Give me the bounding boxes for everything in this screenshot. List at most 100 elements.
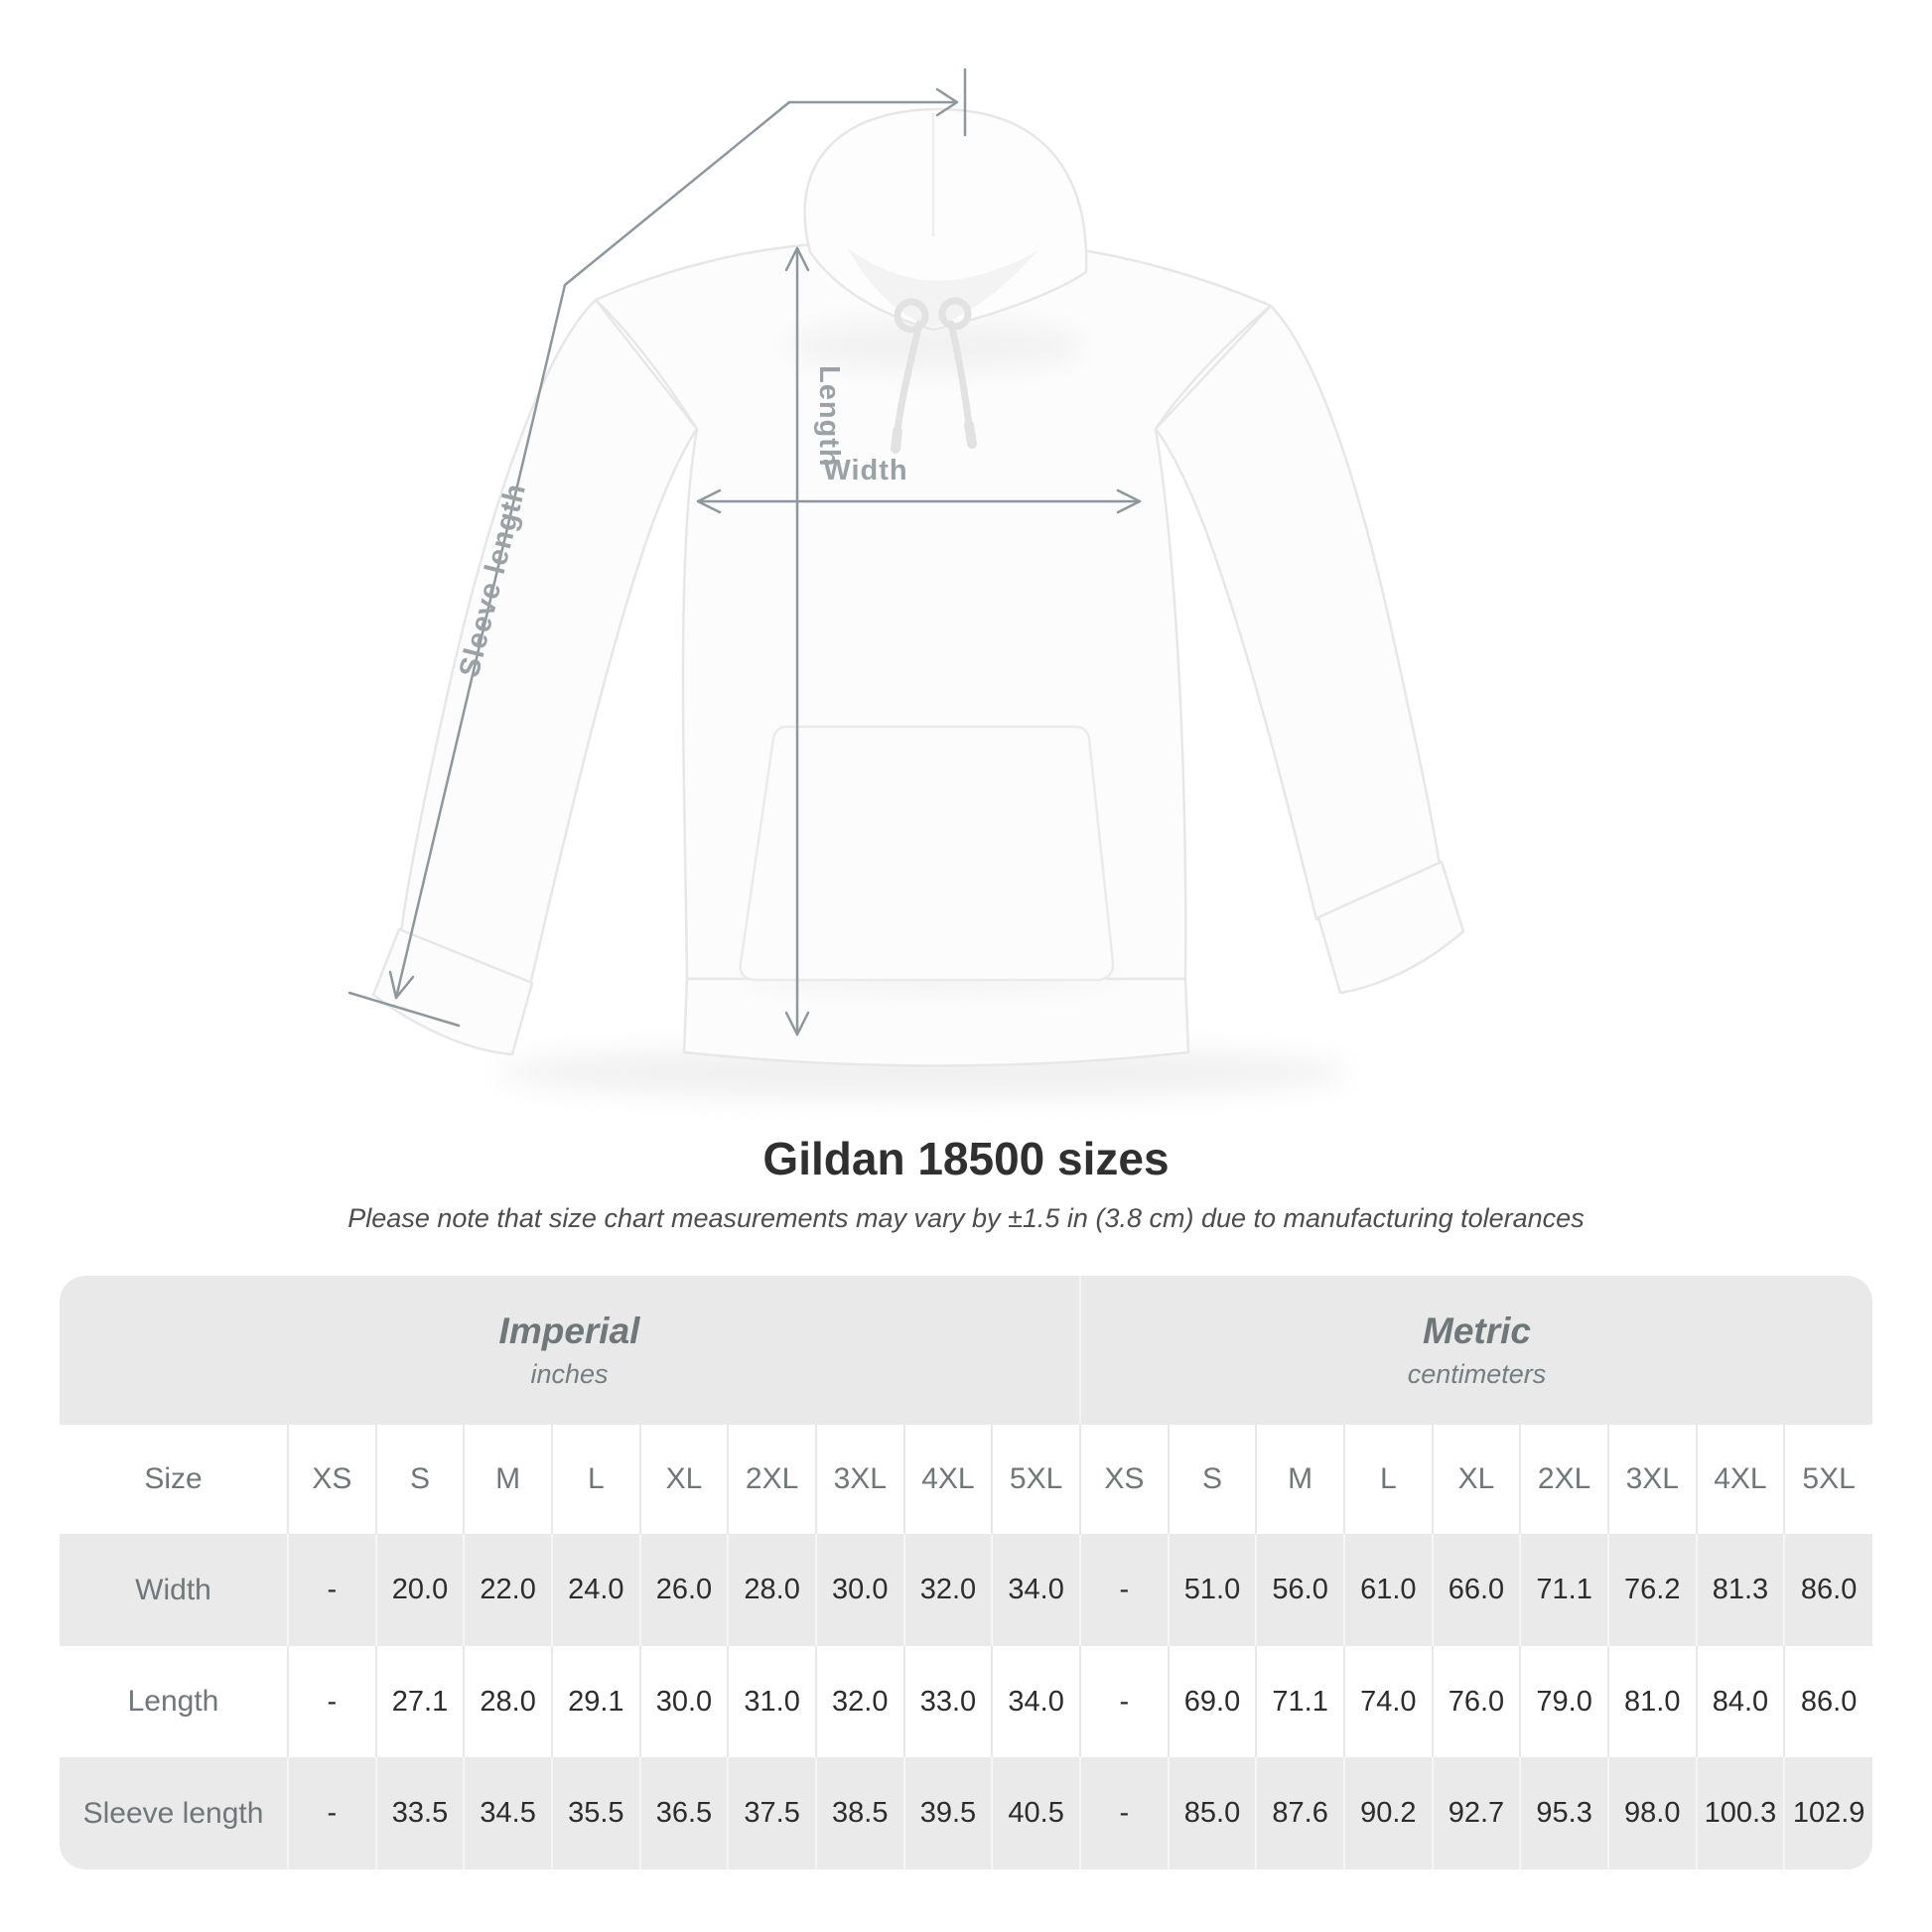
arrow-left-icon bbox=[696, 488, 722, 514]
size-header-cell: XS bbox=[1079, 1425, 1169, 1534]
value-cell: 98.0 bbox=[1606, 1757, 1697, 1869]
value-cell: 40.5 bbox=[991, 1757, 1080, 1869]
value-cell: 87.6 bbox=[1255, 1757, 1344, 1869]
value-cell: 24.0 bbox=[550, 1534, 640, 1646]
size-header-cell: 2XL bbox=[727, 1425, 816, 1534]
arrow-up-icon bbox=[784, 246, 810, 272]
arrow-down-icon bbox=[388, 970, 415, 1000]
value-cell: 28.0 bbox=[463, 1646, 552, 1757]
value-cell: 102.9 bbox=[1783, 1757, 1872, 1869]
value-cell: 92.7 bbox=[1431, 1757, 1521, 1869]
row-label: Sleeve length bbox=[82, 1796, 264, 1830]
value-cell: 86.0 bbox=[1783, 1646, 1872, 1757]
arrow-down-icon bbox=[784, 1011, 810, 1036]
arrow-right-icon bbox=[1116, 488, 1142, 514]
value-cell: 37.5 bbox=[727, 1757, 816, 1869]
size-header-cell: XL bbox=[1431, 1425, 1521, 1534]
right-cuff bbox=[1316, 860, 1465, 995]
hem-band bbox=[682, 977, 1190, 1067]
unit-group-row: Imperial inches Metric centimeters bbox=[60, 1276, 1872, 1425]
size-header-cell: 2XL bbox=[1519, 1425, 1608, 1534]
size-header-cell: XL bbox=[638, 1425, 729, 1534]
value-cell: 81.3 bbox=[1695, 1534, 1785, 1646]
value-cell: 35.5 bbox=[550, 1757, 640, 1869]
metric-label: Metric bbox=[1423, 1311, 1531, 1352]
metric-group-header: Metric centimeters bbox=[1079, 1276, 1872, 1425]
value-cell: 34.5 bbox=[463, 1757, 552, 1869]
garment-shadow bbox=[496, 1046, 1350, 1098]
value-cell: 34.0 bbox=[991, 1646, 1080, 1757]
value-cell: 30.0 bbox=[814, 1534, 904, 1646]
imperial-group-header: Imperial inches bbox=[60, 1276, 1080, 1425]
sleeve-length-line bbox=[347, 68, 967, 1028]
size-header-cell: 4XL bbox=[902, 1425, 993, 1534]
size-header-cell: M bbox=[463, 1425, 552, 1534]
value-cell: 90.2 bbox=[1342, 1757, 1433, 1869]
size-header-row: Size XS S M L XL 2XL 3XL 4XL 5XL XS S M … bbox=[60, 1425, 1872, 1534]
table-row-sleeve-length: Sleeve length - 33.5 34.5 35.5 36.5 37.5… bbox=[60, 1757, 1872, 1869]
value-cell: 79.0 bbox=[1519, 1646, 1608, 1757]
value-cell: 20.0 bbox=[374, 1534, 465, 1646]
value-cell: 29.1 bbox=[550, 1646, 640, 1757]
value-cell: - bbox=[287, 1757, 376, 1869]
end-cap bbox=[347, 991, 461, 1028]
value-cell: 38.5 bbox=[814, 1757, 904, 1869]
value-cell: 71.1 bbox=[1519, 1534, 1608, 1646]
value-cell: - bbox=[1079, 1534, 1169, 1646]
size-header-cell: 5XL bbox=[991, 1425, 1080, 1534]
value-cell: 95.3 bbox=[1519, 1757, 1608, 1869]
value-cell: 36.5 bbox=[638, 1757, 729, 1869]
value-cell: 33.5 bbox=[374, 1757, 465, 1869]
value-cell: 27.1 bbox=[374, 1646, 465, 1757]
hoodie-illustration bbox=[347, 68, 1465, 1098]
length-line bbox=[784, 246, 810, 1036]
size-header-cell: M bbox=[1255, 1425, 1344, 1534]
value-cell: 61.0 bbox=[1342, 1534, 1433, 1646]
value-cell: 32.0 bbox=[902, 1534, 993, 1646]
size-header-cell: 4XL bbox=[1695, 1425, 1785, 1534]
width-measure-label: Width bbox=[823, 455, 908, 486]
right-sleeve bbox=[1154, 304, 1442, 921]
width-line bbox=[696, 488, 1142, 514]
table-row-length: Length - 27.1 28.0 29.1 30.0 31.0 32.0 3… bbox=[60, 1646, 1872, 1757]
value-cell: 71.1 bbox=[1255, 1646, 1344, 1757]
kangaroo-pocket bbox=[739, 725, 1115, 982]
left-sleeve bbox=[399, 298, 699, 987]
page-title: Gildan 18500 sizes bbox=[762, 1133, 1170, 1184]
row-label: Width bbox=[135, 1573, 211, 1606]
arrow-right-icon bbox=[935, 87, 959, 117]
size-header-cell: S bbox=[374, 1425, 465, 1534]
size-header-cell: XS bbox=[287, 1425, 376, 1534]
measurement-lines bbox=[347, 68, 1142, 1036]
value-cell: 76.0 bbox=[1431, 1646, 1521, 1757]
value-cell: 31.0 bbox=[727, 1646, 816, 1757]
value-cell: 86.0 bbox=[1783, 1534, 1872, 1646]
value-cell: 74.0 bbox=[1342, 1646, 1433, 1757]
value-cell: 32.0 bbox=[814, 1646, 904, 1757]
value-cell: - bbox=[1079, 1757, 1169, 1869]
value-cell: 76.2 bbox=[1606, 1534, 1697, 1646]
imperial-label: Imperial bbox=[498, 1311, 640, 1352]
value-cell: 56.0 bbox=[1255, 1534, 1344, 1646]
size-column-header: Size bbox=[144, 1462, 203, 1495]
value-cell: - bbox=[1079, 1646, 1169, 1757]
size-header-cell: L bbox=[1342, 1425, 1433, 1534]
imperial-unit-label: inches bbox=[530, 1358, 609, 1389]
size-header-cell: L bbox=[550, 1425, 640, 1534]
value-cell: 66.0 bbox=[1431, 1534, 1521, 1646]
value-cell: 26.0 bbox=[638, 1534, 729, 1646]
tolerance-note: Please note that size chart measurements… bbox=[347, 1203, 1585, 1233]
drawstrings bbox=[891, 297, 977, 454]
value-cell: 34.0 bbox=[991, 1534, 1080, 1646]
value-cell: 30.0 bbox=[638, 1646, 729, 1757]
size-header-cell: 3XL bbox=[1606, 1425, 1697, 1534]
size-table: Imperial inches Metric centimeters Size … bbox=[60, 1276, 1872, 1869]
value-cell: 69.0 bbox=[1167, 1646, 1257, 1757]
value-cell: 39.5 bbox=[902, 1757, 993, 1869]
hood-shadow bbox=[786, 320, 1084, 371]
value-cell: 22.0 bbox=[463, 1534, 552, 1646]
value-cell: 85.0 bbox=[1167, 1757, 1257, 1869]
value-cell: 84.0 bbox=[1695, 1646, 1785, 1757]
value-cell: - bbox=[287, 1534, 376, 1646]
